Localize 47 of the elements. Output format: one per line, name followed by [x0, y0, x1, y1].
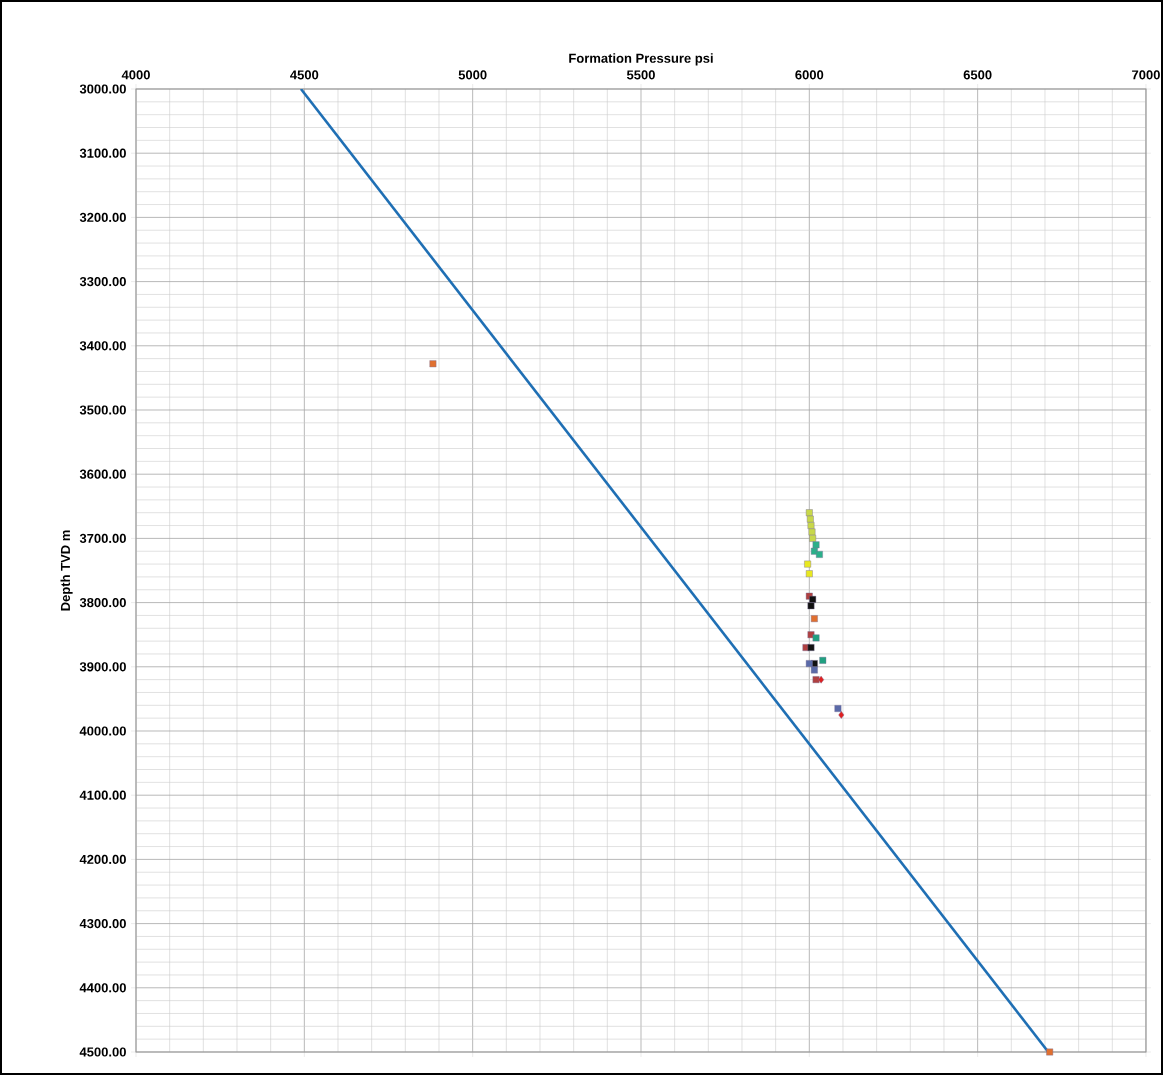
y-tick-label: 3400.00: [79, 341, 126, 351]
y-tick-label: 4300.00: [79, 918, 126, 929]
point: [812, 634, 820, 642]
point: [804, 560, 812, 568]
point: [819, 656, 827, 664]
y-tick-label: 3300.00: [79, 276, 126, 287]
point: [809, 595, 817, 603]
point: [834, 705, 842, 712]
point: [807, 522, 815, 529]
point: [806, 515, 814, 523]
point: [838, 711, 845, 719]
x-tick-label: 7000: [1132, 70, 1160, 80]
y-tick-label: 3200.00: [79, 212, 126, 222]
point: [810, 615, 818, 623]
point: [805, 570, 813, 578]
point: [812, 541, 820, 549]
y-tick-label: 3000.00: [79, 84, 126, 94]
point: [429, 360, 437, 368]
point: [810, 666, 818, 674]
y-tick-label: 3800.00: [79, 597, 126, 608]
y-tick-label: 3900.00: [79, 662, 126, 672]
y-tick-label: 4200.00: [79, 854, 126, 864]
y-tick-label: 4400.00: [79, 983, 126, 993]
point: [816, 551, 823, 558]
y-tick-label: 3500.00: [79, 405, 126, 415]
x-tick-label: 6500: [963, 70, 992, 80]
x-tick-label: 5500: [626, 70, 655, 80]
y-tick-label: 4500.00: [79, 1047, 126, 1057]
y-tick-label: 3700.00: [79, 533, 126, 543]
x-axis-title: Formation Pressure psi: [569, 53, 713, 66]
point: [805, 660, 813, 667]
point: [805, 509, 813, 517]
point: [1046, 1048, 1054, 1056]
y-tick-label: 3600.00: [79, 469, 126, 479]
y-tick-label: 4000.00: [79, 726, 126, 736]
y-tick-label: 4100.00: [79, 790, 126, 800]
x-tick-label: 5000: [458, 70, 487, 80]
point: [809, 535, 817, 542]
point: [808, 528, 816, 536]
x-tick-label: 6000: [795, 70, 824, 80]
point: [812, 676, 820, 684]
y-axis-title: Depth TVD m: [60, 530, 73, 611]
x-tick-label: 4000: [121, 70, 150, 80]
point: [807, 602, 815, 610]
point: [807, 644, 815, 651]
y-tick-label: 3100.00: [79, 148, 126, 158]
x-tick-label: 4500: [290, 70, 319, 80]
